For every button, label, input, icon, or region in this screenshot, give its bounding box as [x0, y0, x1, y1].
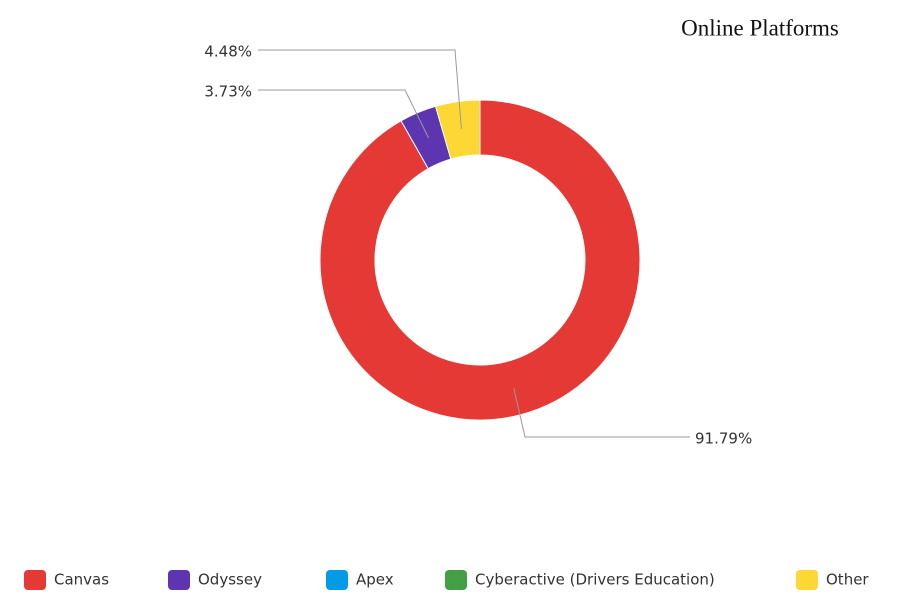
donut-slice [319, 99, 641, 421]
legend-swatch [24, 570, 46, 590]
legend-label: Canvas [54, 571, 109, 589]
data-label: 3.73% [204, 83, 252, 101]
leader-line [258, 49, 462, 129]
leader-line [513, 388, 690, 438]
data-label: 91.79% [695, 430, 752, 448]
legend-swatch [326, 570, 348, 590]
donut-slice [434, 99, 481, 160]
legend-label: Other [826, 571, 869, 589]
legend-label: Cyberactive (Drivers Education) [475, 571, 715, 589]
legend-swatch [168, 570, 190, 590]
chart-title: Online Platforms [681, 15, 839, 40]
legend-swatch [445, 570, 467, 590]
legend-label: Apex [356, 571, 394, 589]
leader-line [258, 89, 430, 139]
legend-label: Odyssey [198, 571, 262, 589]
data-label: 4.48% [204, 43, 252, 61]
legend-swatch [796, 570, 818, 590]
